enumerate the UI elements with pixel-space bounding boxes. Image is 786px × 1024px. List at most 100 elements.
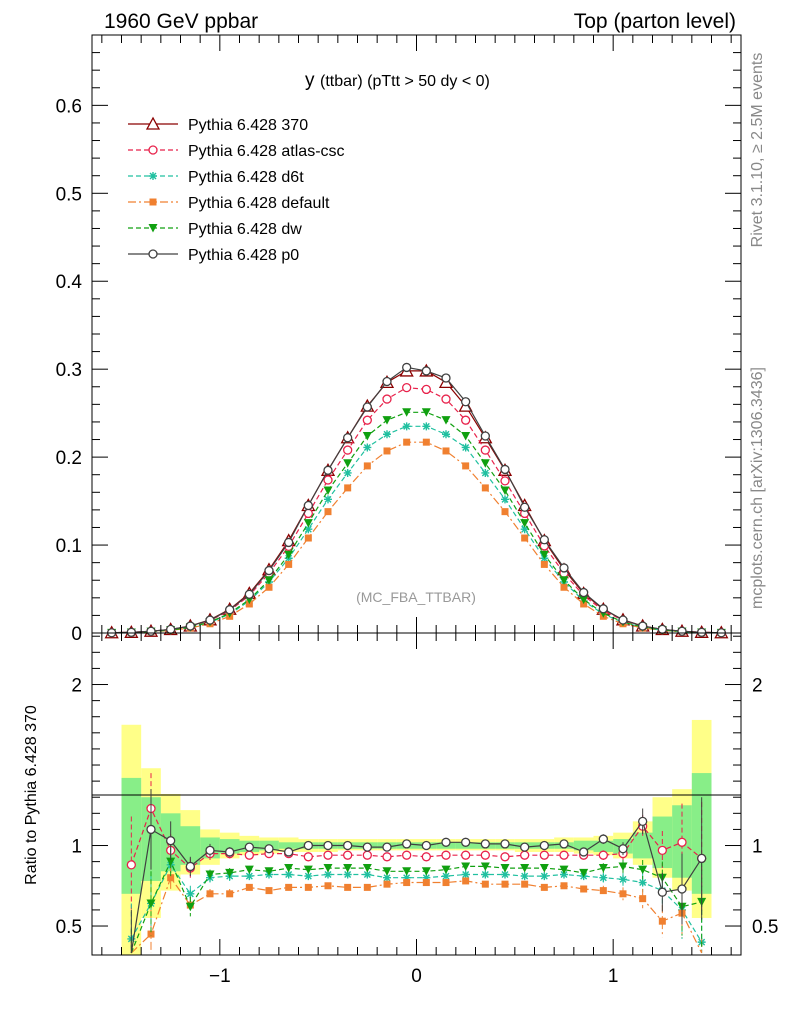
ratio-point-4-8	[284, 847, 294, 857]
ratio-point-2-2	[167, 874, 175, 882]
ratio-point-2-27	[658, 917, 666, 925]
main-point-5-18	[461, 397, 471, 407]
ratio-point-1-19	[501, 870, 509, 879]
main-point-3-21	[521, 534, 529, 542]
main-point-1-16	[421, 384, 431, 395]
ratio-point-4-15	[421, 840, 431, 851]
legend-label-4: Pythia 6.428 dw	[188, 221, 302, 238]
ratio-ytick-label-right: 2	[752, 676, 763, 697]
ratio-point-2-10	[324, 882, 332, 890]
main-point-2-13	[363, 443, 372, 452]
ratio-point-0-24	[598, 850, 608, 860]
ratio-point-3-12	[362, 864, 372, 873]
ratio-point-4-16	[441, 837, 451, 847]
main-ytick-label: 0.5	[56, 184, 82, 205]
ratio-point-2-6	[245, 883, 253, 891]
main-point-3-22	[540, 560, 548, 568]
main-point-2-21	[520, 525, 529, 534]
band-green-3	[180, 826, 201, 865]
main-point-2-11	[324, 495, 332, 504]
main-point-4-15	[402, 408, 412, 417]
main-ytick-label: 0.3	[56, 360, 82, 381]
ratio-point-4-6	[244, 842, 254, 852]
ratio-point-0-14	[402, 850, 412, 860]
main-point-1-11	[323, 475, 333, 485]
ratio-point-2-12	[363, 883, 371, 891]
main-point-5-2	[146, 626, 156, 636]
ratio-point-1-13	[383, 873, 391, 882]
ratio-point-4-19	[500, 839, 510, 849]
ratio-point-3-14	[402, 867, 412, 876]
main-point-3-16	[422, 438, 430, 446]
main-point-1-19	[480, 445, 490, 455]
plot-title-rest: (ttbar) (pTtt > 50 dy < 0)	[320, 73, 490, 90]
ratio-point-4-24	[598, 834, 608, 844]
ratio-point-2-25	[619, 890, 627, 898]
ratio-point-1-12	[363, 870, 372, 879]
main-point-5-16	[421, 366, 431, 376]
ratio-point-3-16	[441, 865, 451, 875]
ratio-point-3-18	[480, 862, 490, 871]
ratio-point-2-17	[462, 877, 470, 885]
main-point-5-29	[677, 626, 687, 636]
ratio-point-0-0	[126, 860, 136, 870]
main-point-1-12	[343, 445, 353, 455]
analysis-watermark: (MC_FBA_TTBAR)	[356, 589, 476, 605]
ratio-point-3-24	[598, 864, 608, 873]
main-point-3-9	[285, 560, 293, 568]
ratio-point-0-27	[657, 845, 667, 855]
ratio-point-1-16	[442, 872, 450, 881]
ratio-point-2-15	[422, 879, 430, 887]
ratio-point-2-20	[521, 880, 529, 888]
main-point-4-16	[421, 408, 431, 417]
ratio-point-4-22	[559, 839, 569, 849]
ratio-point-1-3	[186, 889, 195, 898]
main-point-2-17	[442, 430, 450, 439]
ratio-ytick-label-right: 0.5	[752, 917, 778, 938]
main-point-5-3	[166, 624, 176, 635]
legend-label-2: Pythia 6.428 d6t	[188, 169, 304, 186]
ratio-point-2-7	[265, 887, 273, 895]
ratio-point-4-28	[677, 884, 687, 894]
main-point-4-18	[461, 432, 471, 441]
ratio-point-0-10	[323, 850, 333, 860]
ratio-point-2-26	[639, 895, 647, 903]
ratio-point-3-4	[205, 870, 215, 879]
ratio-point-4-18	[480, 839, 490, 849]
ratio-ytick-label-right: 1	[752, 837, 763, 858]
main-point-4-21	[520, 519, 530, 528]
main-point-5-4	[185, 621, 195, 631]
legend-marker-1	[148, 145, 158, 155]
ratio-point-3-9	[303, 865, 313, 875]
ratio-point-1-14	[402, 873, 411, 882]
ratio-xtick-label: 0	[411, 966, 422, 987]
main-point-1-20	[500, 476, 510, 486]
ratio-point-3-19	[500, 864, 510, 873]
main-point-5-22	[539, 535, 549, 545]
legend-marker-5	[148, 249, 158, 259]
ratio-point-1-6	[245, 872, 254, 881]
ratio-frame	[91, 632, 742, 956]
main-point-2-18	[461, 443, 470, 452]
legend-label-1: Pythia 6.428 atlas-csc	[188, 143, 345, 160]
ratio-point-1-26	[638, 878, 647, 887]
ratio-point-1-17	[461, 870, 470, 879]
main-point-2-16	[422, 422, 431, 431]
main-point-5-25	[598, 604, 608, 614]
main-point-2-19	[481, 468, 490, 477]
ratio-point-4-10	[323, 840, 333, 851]
ratio-point-3-20	[520, 864, 530, 873]
main-point-5-9	[284, 537, 294, 548]
main-point-4-12	[343, 459, 353, 468]
ratio-point-2-14	[403, 879, 411, 887]
ratio-point-4-5	[225, 847, 235, 857]
legend-marker-4	[148, 224, 158, 233]
ratio-point-2-22	[560, 882, 568, 890]
main-point-2-14	[383, 430, 391, 439]
main-point-3-14	[383, 447, 391, 455]
ratio-point-4-26	[638, 816, 648, 827]
legend-label-3: Pythia 6.428 default	[188, 195, 330, 212]
ratio-point-3-2	[166, 857, 176, 867]
main-point-5-5	[205, 615, 215, 625]
